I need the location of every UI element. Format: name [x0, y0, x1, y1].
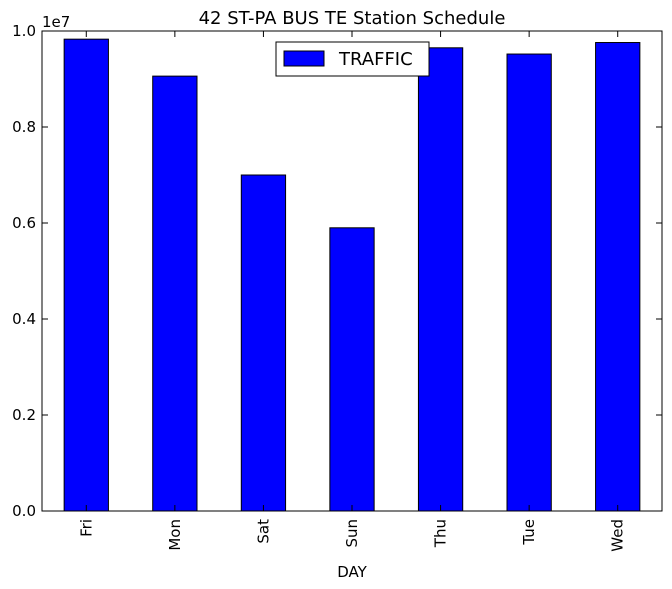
- ticks-group: 0.0 0.2 0.4 0.6 0.8 1.0 Fri Mon Sat Sun Thu Tue Wed: [12, 22, 662, 552]
- x-tick-label: Wed: [609, 519, 627, 552]
- y-tick-label: 0.0: [12, 502, 36, 520]
- bar-thu: [417, 47, 464, 512]
- y-tick-label: 0.8: [12, 118, 36, 136]
- x-tick-label: Sun: [343, 519, 361, 548]
- y-tick-label: 0.4: [12, 310, 36, 328]
- x-tick-label: Thu: [432, 519, 450, 548]
- bar-sat: [240, 174, 287, 512]
- bar-wed: [595, 42, 641, 512]
- chart-title: 42 ST-PA BUS TE Station Schedule: [199, 8, 506, 29]
- bar-mon: [152, 75, 198, 512]
- legend-swatch: [283, 50, 325, 67]
- x-tick-label: Fri: [77, 519, 95, 537]
- bar-sun: [329, 227, 375, 512]
- y-tick-label: 0.6: [12, 214, 36, 232]
- x-axis-label: DAY: [337, 563, 367, 581]
- legend-label: TRAFFIC: [338, 49, 413, 70]
- bar-tue: [506, 53, 552, 512]
- x-tick-label: Tue: [520, 519, 538, 546]
- y-scale-label: 1e7: [42, 13, 70, 31]
- legend: TRAFFIC: [275, 41, 430, 77]
- y-tick-label: 1.0: [12, 22, 36, 40]
- x-tick-label: Mon: [166, 519, 184, 551]
- x-tick-label: Sat: [254, 519, 272, 544]
- y-tick-label: 0.2: [12, 406, 36, 424]
- bars-group: [63, 38, 641, 512]
- bar-fri: [63, 38, 109, 512]
